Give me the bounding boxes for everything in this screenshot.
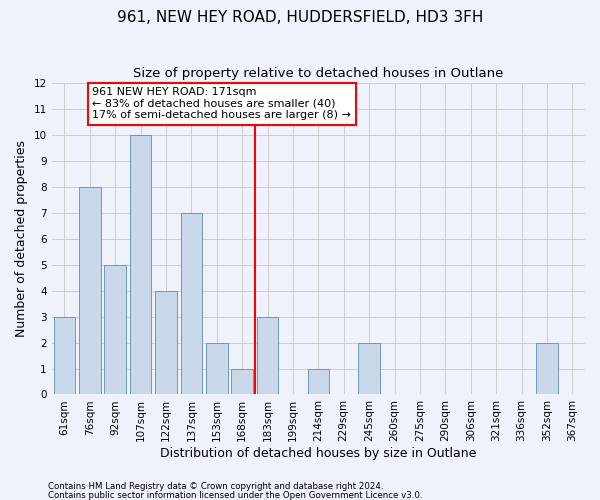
Title: Size of property relative to detached houses in Outlane: Size of property relative to detached ho…: [133, 68, 503, 80]
Bar: [181, 213, 202, 394]
Bar: [257, 316, 278, 394]
Bar: [104, 264, 126, 394]
Bar: [79, 187, 101, 394]
Y-axis label: Number of detached properties: Number of detached properties: [15, 140, 28, 338]
Bar: [358, 342, 380, 394]
Bar: [308, 368, 329, 394]
Text: 961, NEW HEY ROAD, HUDDERSFIELD, HD3 3FH: 961, NEW HEY ROAD, HUDDERSFIELD, HD3 3FH: [117, 10, 483, 25]
Bar: [536, 342, 557, 394]
X-axis label: Distribution of detached houses by size in Outlane: Distribution of detached houses by size …: [160, 447, 476, 460]
Bar: [130, 135, 151, 394]
Bar: [53, 316, 75, 394]
Text: 961 NEW HEY ROAD: 171sqm
← 83% of detached houses are smaller (40)
17% of semi-d: 961 NEW HEY ROAD: 171sqm ← 83% of detach…: [92, 87, 351, 120]
Text: Contains HM Land Registry data © Crown copyright and database right 2024.: Contains HM Land Registry data © Crown c…: [48, 482, 383, 491]
Bar: [155, 290, 177, 395]
Bar: [206, 342, 227, 394]
Bar: [232, 368, 253, 394]
Text: Contains public sector information licensed under the Open Government Licence v3: Contains public sector information licen…: [48, 491, 422, 500]
